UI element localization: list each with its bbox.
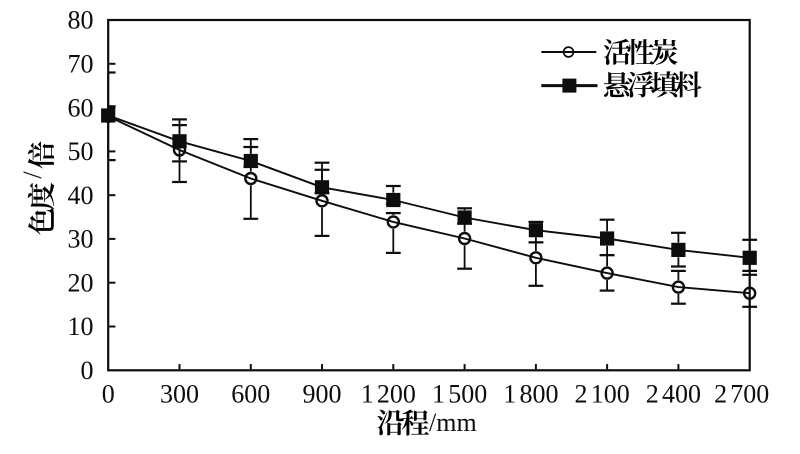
svg-text:800: 800 xyxy=(520,380,559,409)
svg-text:500: 500 xyxy=(448,380,487,409)
svg-text:2: 2 xyxy=(575,380,588,409)
svg-text:0: 0 xyxy=(102,380,115,409)
svg-text:200: 200 xyxy=(377,380,416,409)
svg-text:70: 70 xyxy=(68,50,94,79)
svg-text:300: 300 xyxy=(160,380,199,409)
svg-text:1: 1 xyxy=(432,380,445,409)
svg-text:400: 400 xyxy=(662,380,701,409)
svg-text:2: 2 xyxy=(714,380,727,409)
svg-text:60: 60 xyxy=(68,93,94,122)
svg-text:/mm: /mm xyxy=(429,408,477,437)
svg-text:50: 50 xyxy=(68,137,94,166)
svg-text:/: / xyxy=(18,171,47,179)
svg-text:600: 600 xyxy=(231,380,270,409)
svg-text:100: 100 xyxy=(591,380,630,409)
svg-text:80: 80 xyxy=(68,6,94,35)
svg-text:1: 1 xyxy=(361,380,374,409)
svg-text:30: 30 xyxy=(68,225,94,254)
svg-text:10: 10 xyxy=(68,312,94,341)
svg-text:20: 20 xyxy=(68,268,94,297)
svg-text:900: 900 xyxy=(303,380,342,409)
svg-text:700: 700 xyxy=(730,380,769,409)
svg-text:2: 2 xyxy=(646,380,659,409)
svg-text:1: 1 xyxy=(503,380,516,409)
svg-text:40: 40 xyxy=(68,181,94,210)
svg-text:0: 0 xyxy=(81,356,94,385)
